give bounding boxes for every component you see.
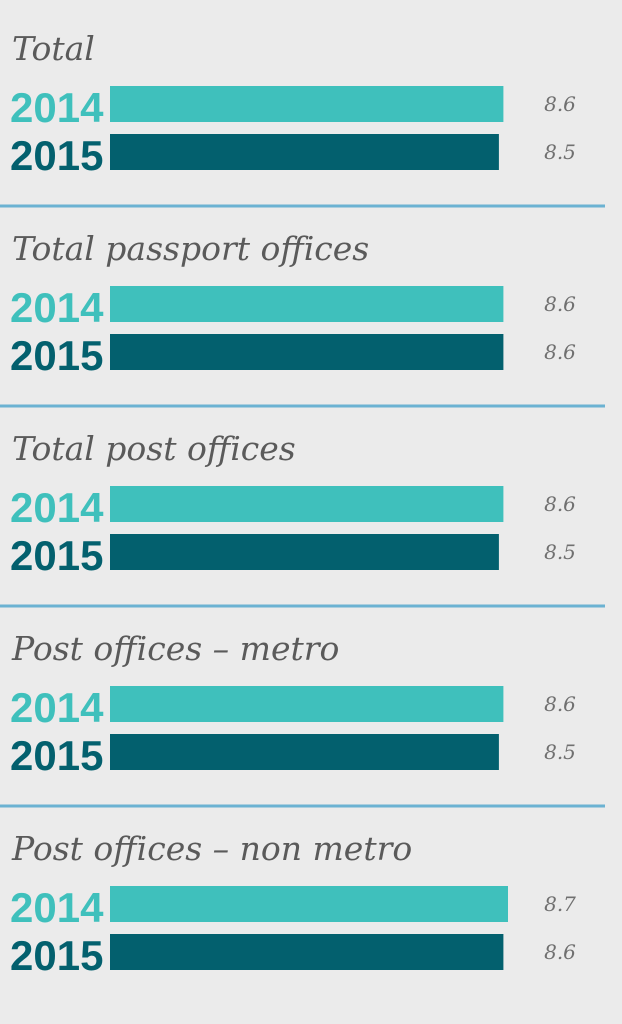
group-title: Total passport offices: [12, 229, 369, 268]
bar-2014: [110, 86, 504, 122]
value-label: 8.6: [544, 292, 576, 316]
value-label: 8.6: [544, 340, 576, 364]
bar-2014: [110, 486, 504, 522]
bar-2014: [110, 886, 508, 922]
value-label: 8.6: [544, 692, 576, 716]
bar-2015: [110, 934, 504, 970]
year-label-2014: 2014: [10, 884, 104, 931]
year-label-2015: 2015: [10, 932, 103, 979]
value-label: 8.6: [544, 492, 576, 516]
bar-2015: [110, 734, 499, 770]
bar-2015: [110, 134, 499, 170]
year-label-2014: 2014: [10, 84, 104, 131]
value-label: 8.5: [544, 140, 576, 164]
bar-2015: [110, 334, 504, 370]
group-title: Post offices – metro: [11, 629, 339, 668]
year-label-2015: 2015: [10, 532, 103, 579]
year-label-2015: 2015: [10, 132, 103, 179]
year-label-2014: 2014: [10, 684, 104, 731]
year-label-2015: 2015: [10, 732, 103, 779]
group-title: Total post offices: [12, 429, 296, 468]
value-label: 8.6: [544, 92, 576, 116]
group-title: Total: [12, 29, 95, 68]
bar-2015: [110, 534, 499, 570]
value-label: 8.6: [544, 940, 576, 964]
value-label: 8.5: [544, 740, 576, 764]
bar-2014: [110, 286, 504, 322]
year-label-2015: 2015: [10, 332, 103, 379]
value-label: 8.5: [544, 540, 576, 564]
group-title: Post offices – non metro: [11, 829, 412, 868]
year-label-2014: 2014: [10, 284, 104, 331]
year-label-2014: 2014: [10, 484, 104, 531]
bar-2014: [110, 686, 504, 722]
value-label: 8.7: [544, 892, 576, 916]
